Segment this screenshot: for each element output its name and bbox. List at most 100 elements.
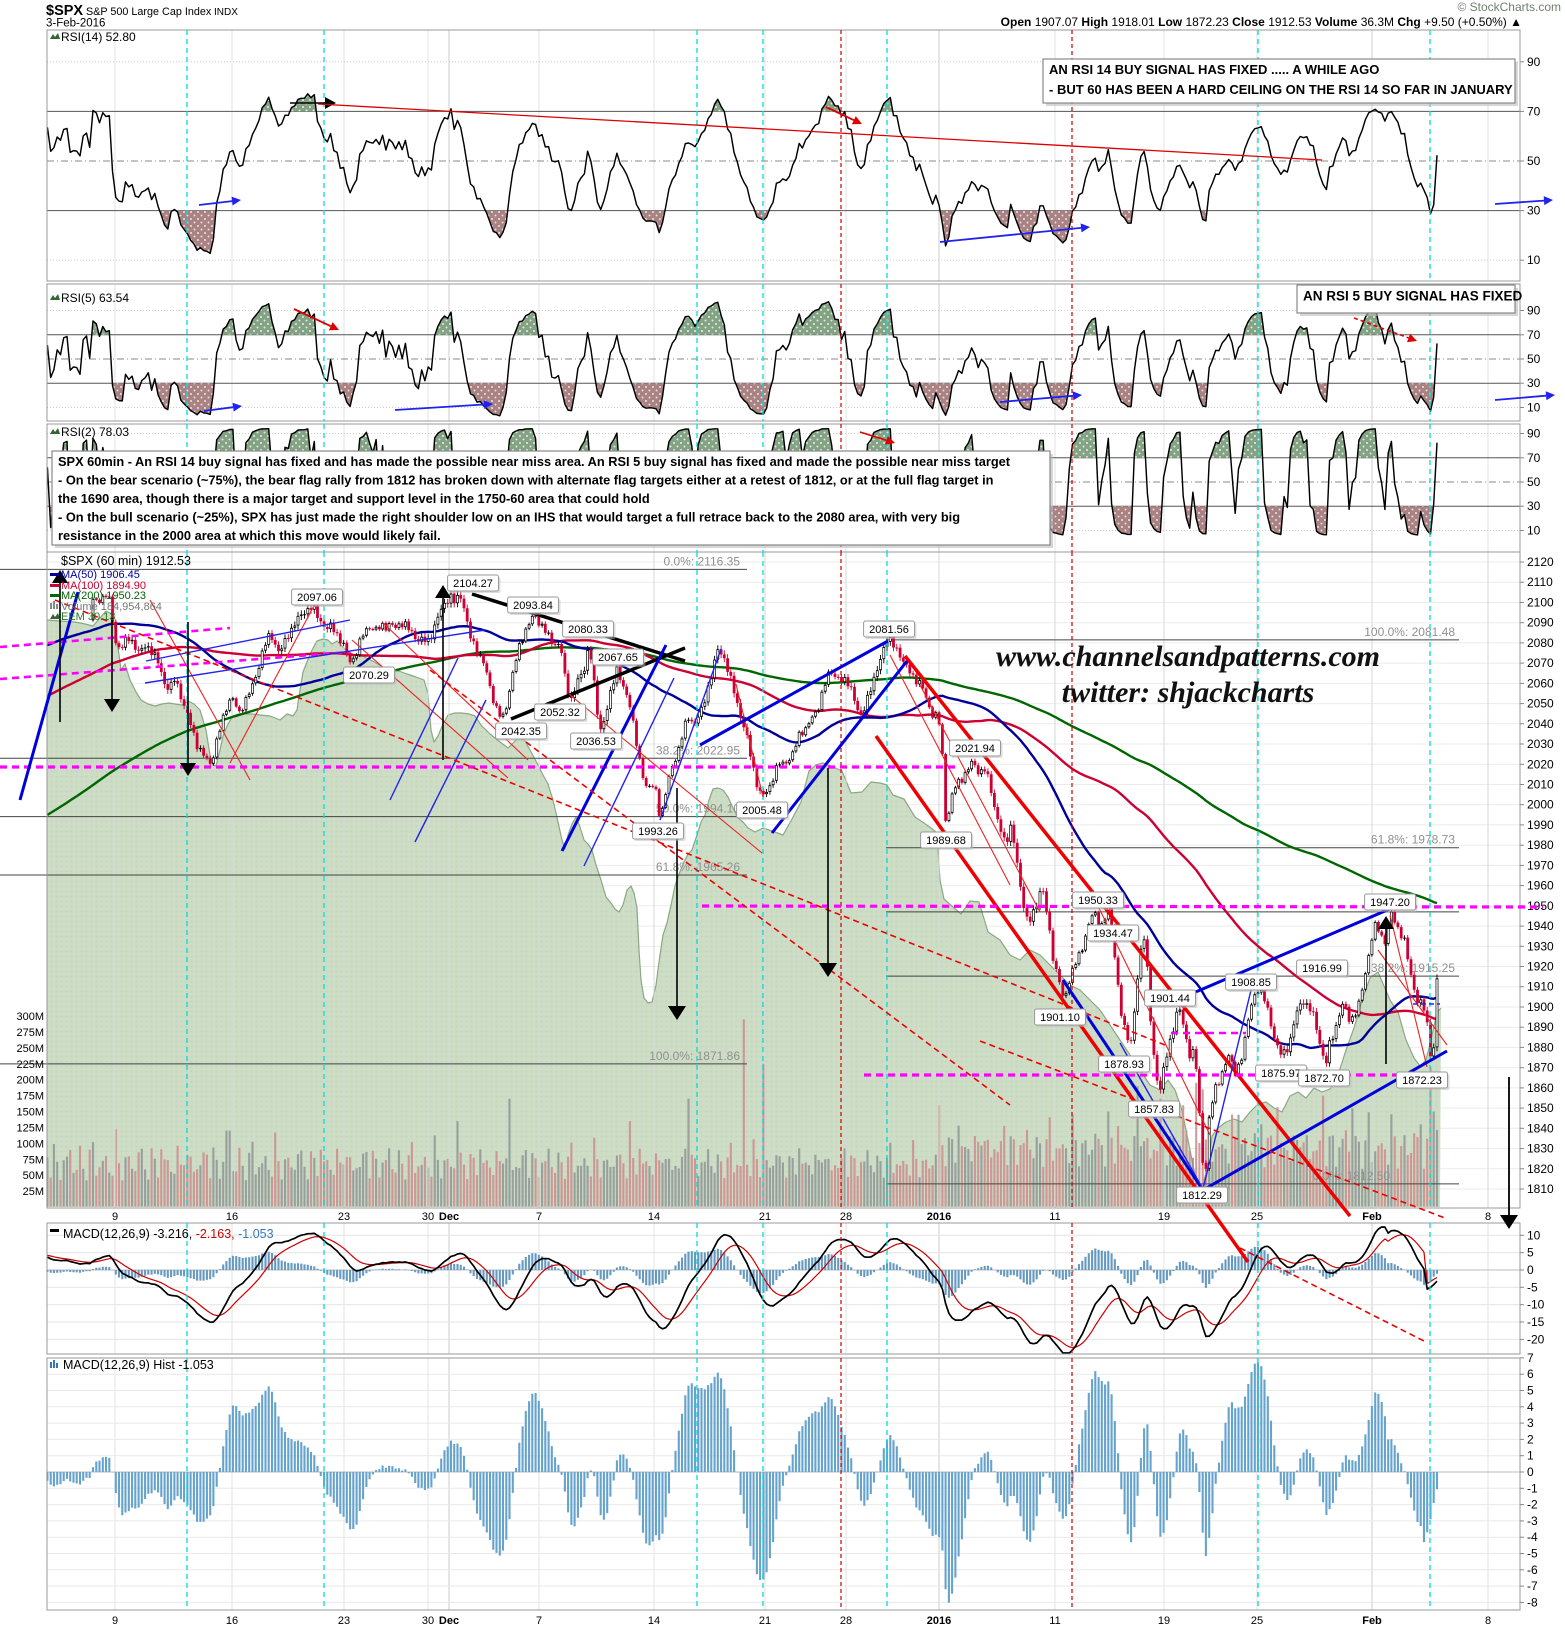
svg-text:1920: 1920 (1527, 960, 1554, 974)
svg-text:8: 8 (1485, 1615, 1491, 1627)
svg-text:1850: 1850 (1527, 1101, 1554, 1115)
svg-text:2021.94: 2021.94 (955, 743, 995, 755)
svg-text:Dec: Dec (439, 1615, 459, 1627)
svg-text:25: 25 (1251, 1211, 1263, 1223)
svg-text:-5: -5 (1527, 1280, 1538, 1294)
svg-text:1980: 1980 (1527, 838, 1554, 852)
svg-text:23: 23 (338, 1211, 350, 1223)
svg-text:2080: 2080 (1527, 636, 1554, 650)
svg-text:100.0%: 1871.86: 100.0%: 1871.86 (649, 1049, 740, 1063)
svg-text:0: 0 (1527, 1263, 1534, 1277)
svg-text:1990: 1990 (1527, 818, 1554, 832)
svg-text:the 1690 area, though there is: the 1690 area, though there is a major t… (58, 491, 650, 506)
svg-text:RSI(2) 78.03: RSI(2) 78.03 (61, 425, 129, 439)
svg-text:30: 30 (1527, 204, 1541, 218)
svg-text:-3: -3 (1527, 1514, 1538, 1528)
svg-text:200M: 200M (16, 1075, 44, 1087)
svg-text:1: 1 (1527, 1449, 1534, 1463)
svg-text:1970: 1970 (1527, 858, 1554, 872)
svg-text:11: 11 (1049, 1615, 1060, 1627)
svg-text:23: 23 (338, 1615, 350, 1627)
svg-text:RSI(14) 52.80: RSI(14) 52.80 (61, 30, 136, 44)
svg-text:28: 28 (840, 1211, 852, 1223)
svg-text:2110: 2110 (1527, 575, 1553, 589)
svg-text:-10: -10 (1527, 1298, 1545, 1312)
svg-text:-20: -20 (1527, 1332, 1545, 1346)
svg-text:1840: 1840 (1527, 1121, 1554, 1135)
svg-text:2100: 2100 (1527, 596, 1554, 610)
svg-text:2067.65: 2067.65 (598, 652, 638, 664)
svg-text:16: 16 (226, 1615, 238, 1627)
svg-text:INDX: INDX (214, 7, 238, 18)
svg-text:75M: 75M (23, 1154, 44, 1166)
svg-text:S&P 500 Large Cap Index: S&P 500 Large Cap Index (86, 6, 212, 18)
svg-text:50.0%: 1994.10: 50.0%: 1994.10 (656, 802, 740, 816)
svg-text:RSI(5) 63.54: RSI(5) 63.54 (61, 291, 129, 305)
svg-text:2050: 2050 (1527, 697, 1554, 711)
svg-text:1872.70: 1872.70 (1304, 1073, 1344, 1085)
svg-text:275M: 275M (16, 1027, 44, 1039)
svg-text:-4: -4 (1527, 1530, 1538, 1544)
svg-text:1900: 1900 (1527, 1000, 1554, 1014)
svg-text:10: 10 (1527, 524, 1541, 538)
svg-text:300M: 300M (16, 1011, 44, 1023)
svg-text:1908.85: 1908.85 (1231, 977, 1271, 989)
svg-text:-6: -6 (1527, 1563, 1538, 1577)
svg-text:50: 50 (1527, 154, 1541, 168)
svg-text:16: 16 (226, 1211, 238, 1223)
svg-text:38.2%: 1915.25: 38.2%: 1915.25 (1371, 961, 1455, 975)
svg-text:2081.56: 2081.56 (869, 624, 909, 636)
svg-text:1901.44: 1901.44 (1150, 993, 1190, 1005)
svg-text:Dec: Dec (439, 1211, 459, 1223)
svg-text:100.0%: 2081.48: 100.0%: 2081.48 (1364, 625, 1455, 639)
svg-text:© StockCharts.com: © StockCharts.com (1457, 0, 1561, 14)
svg-text:10: 10 (1527, 401, 1541, 415)
svg-text:30: 30 (1527, 499, 1541, 513)
svg-text:$SPX (60 min) 1912.53: $SPX (60 min) 1912.53 (61, 554, 191, 568)
svg-text:7: 7 (536, 1615, 542, 1627)
svg-text:1870: 1870 (1527, 1061, 1554, 1075)
svg-text:Open 1907.07 High 1918.01: Open 1907.07 High 1918.01 Low 1872.23 Cl… (1001, 15, 1522, 29)
svg-text:-5: -5 (1527, 1547, 1538, 1561)
svg-text:1890: 1890 (1527, 1020, 1554, 1034)
svg-text:25: 25 (1251, 1615, 1263, 1627)
svg-text:70: 70 (1527, 104, 1541, 118)
svg-text:70: 70 (1527, 328, 1541, 342)
svg-text:8: 8 (1485, 1211, 1491, 1223)
svg-text:90: 90 (1527, 427, 1541, 441)
svg-text:SPX 60min - An RSI 14 buy sign: SPX 60min - An RSI 14 buy signal has fix… (58, 454, 1011, 469)
svg-text:-15: -15 (1527, 1315, 1545, 1329)
svg-text:- BUT 60 HAS BEEN A HARD CEILI: - BUT 60 HAS BEEN A HARD CEILING ON THE … (1049, 82, 1513, 97)
svg-text:38.2%: 2022.95: 38.2%: 2022.95 (656, 743, 740, 757)
svg-text:resistance in the 2000 area at: resistance in the 2000 area at which thi… (58, 528, 441, 543)
svg-text:1930: 1930 (1527, 939, 1554, 953)
svg-text:2120: 2120 (1527, 555, 1554, 569)
svg-text:2010: 2010 (1527, 778, 1554, 792)
svg-text:21: 21 (759, 1615, 771, 1627)
svg-text:225M: 225M (16, 1059, 44, 1071)
svg-text:11: 11 (1049, 1211, 1060, 1223)
svg-text:0: 0 (1527, 1465, 1534, 1479)
svg-text:1960: 1960 (1527, 879, 1554, 893)
svg-text:90: 90 (1527, 304, 1541, 318)
svg-text:2016: 2016 (927, 1211, 951, 1223)
svg-text:125M: 125M (16, 1123, 44, 1135)
svg-text:2020: 2020 (1527, 757, 1554, 771)
svg-text:2104.27: 2104.27 (453, 578, 493, 590)
svg-text:2005.48: 2005.48 (742, 805, 782, 817)
svg-text:- On the bear scenario (~75%),: - On the bear scenario (~75%), the bear … (58, 472, 994, 487)
svg-text:1810: 1810 (1527, 1182, 1554, 1196)
svg-text:2000: 2000 (1527, 798, 1554, 812)
svg-text:1993.26: 1993.26 (638, 826, 678, 838)
svg-text:2080.33: 2080.33 (568, 624, 608, 636)
svg-text:1989.68: 1989.68 (926, 835, 966, 847)
svg-text:50: 50 (1527, 475, 1541, 489)
svg-text:25M: 25M (23, 1186, 44, 1198)
svg-text:2090: 2090 (1527, 616, 1554, 630)
svg-text:175M: 175M (16, 1091, 44, 1103)
svg-text:61.8%: 1978.73: 61.8%: 1978.73 (1371, 833, 1455, 847)
svg-text:28: 28 (840, 1615, 852, 1627)
svg-text:1940: 1940 (1527, 919, 1554, 933)
svg-text:50: 50 (1527, 352, 1541, 366)
svg-text:-7: -7 (1527, 1579, 1538, 1593)
